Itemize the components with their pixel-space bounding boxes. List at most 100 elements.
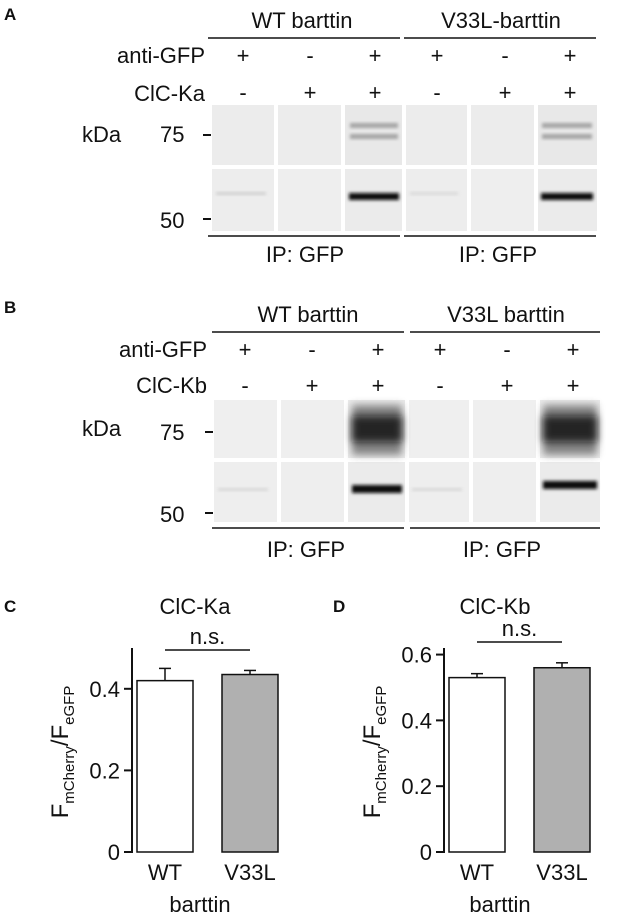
blot-band [542,123,592,128]
chart-title: ClC-Ka [160,594,232,619]
x-axis-label: barttin [169,892,230,917]
y-tick-label: 0.4 [401,708,432,733]
blot-tile [278,105,341,165]
sign-a-r2-6: + [564,80,577,105]
blot-tile [214,400,277,458]
marker-50-b: 50 [160,502,184,527]
marker-50-a: 50 [160,208,184,233]
y-label-sub: eGFP [61,686,78,725]
sign-b-r1-1: + [239,337,252,362]
blot-tile [281,462,344,522]
sign-b-r2-4: - [436,373,443,398]
ip-label-wt-b: IP: GFP [267,537,345,562]
x-tick-label: V33L [224,860,275,885]
y-tick-label: 0.4 [89,677,120,702]
marker-75-a: 75 [160,122,184,147]
group-label-v33l-b: V33L barttin [447,302,565,327]
blot-tile [409,462,469,522]
blot-band [349,193,399,200]
y-label-sub: eGFP [373,686,390,725]
sign-a-r2-5: + [499,80,512,105]
significance-label: n.s. [502,616,537,641]
y-label-main: F [359,804,386,819]
blot-band [543,481,597,489]
chart-d: D ClC-Kb FmCherry/FeGFP barttin 0 0.2 0.4 0… [333,594,591,917]
y-axis-label: FmCherry/FeGFP [47,686,78,819]
sign-a-r1-4: + [431,43,444,68]
y-tick-label: 0 [420,840,432,865]
marker-75-b: 75 [160,420,184,445]
blot-tile [212,105,274,165]
sign-b-r2-3: + [372,373,385,398]
sign-b-r1-2: - [308,337,315,362]
panel-letter-c: C [4,597,16,616]
blot-tile [406,105,467,165]
blot-tile [471,105,534,165]
blot-tile [473,462,536,522]
ip-label-v33l-a: IP: GFP [459,242,537,267]
y-label-sep: /F [47,725,74,746]
kda-label-b: kDa [82,416,122,441]
sign-b-r2-6: + [567,373,580,398]
sign-a-r2-4: - [433,80,440,105]
y-tick-label: 0 [108,840,120,865]
sign-a-r1-5: - [501,43,508,68]
x-tick-label: V33L [536,860,587,885]
blot-tile [214,462,277,522]
bar [136,679,194,853]
blot-band [543,416,597,442]
chart-c: C ClC-Ka FmCherry/FeGFP barttin 0 0.2 0.4 W… [4,594,279,917]
row-label-clc-kb: ClC-Kb [136,373,207,398]
blot-tile [409,400,469,458]
blot-tile [471,169,534,231]
y-label-main: F [47,804,74,819]
y-tick-label: 0.6 [401,643,432,668]
panel-letter-b: B [4,298,16,317]
sign-a-r2-2: + [304,80,317,105]
sign-b-r1-4: + [434,337,447,362]
blot-tile [278,169,341,231]
sign-b-r1-5: - [503,337,510,362]
blot-band [412,488,462,491]
blot-tile [406,169,467,231]
group-label-wt-b: WT barttin [257,302,358,327]
panel-b-blot: B WT barttin V33L barttin anti-GFP ClC-K… [4,298,600,562]
blot-tile [473,400,536,458]
blot-tile [281,400,344,458]
blot-band [350,123,398,128]
blot-band [352,416,402,442]
blot-band [410,192,458,195]
blot-band [542,134,592,139]
panel-letter-d: D [333,597,345,616]
blot-band [350,134,398,139]
y-label-sep: /F [359,725,386,746]
x-axis-label: barttin [469,892,530,917]
sign-b-r2-1: - [241,373,248,398]
y-axis-label: FmCherry/FeGFP [359,686,390,819]
y-tick-label: 0.2 [89,758,120,783]
row-label-clc-ka: ClC-Ka [134,81,206,106]
ip-label-wt-a: IP: GFP [266,242,344,267]
significance-label: n.s. [190,624,225,649]
x-tick-label: WT [460,860,494,885]
kda-label-a: kDa [82,122,122,147]
bar [533,666,591,853]
blot-band [352,485,402,493]
group-label-v33l-a: V33L-barttin [441,8,561,33]
blot-band [218,488,268,491]
sign-a-r1-3: + [369,43,382,68]
blot-tile [540,462,600,522]
sign-a-r2-3: + [369,80,382,105]
x-tick-label: WT [148,860,182,885]
row-label-anti-gfp-a: anti-GFP [117,43,205,68]
blot-band [216,192,266,195]
y-tick-label: 0.2 [401,774,432,799]
bar [448,676,506,853]
sign-b-r1-3: + [372,337,385,362]
panel-letter-a: A [4,5,16,24]
sign-a-r1-2: - [306,43,313,68]
blot-band [541,193,593,200]
sign-a-r2-1: - [239,80,246,105]
sign-a-r1-1: + [237,43,250,68]
